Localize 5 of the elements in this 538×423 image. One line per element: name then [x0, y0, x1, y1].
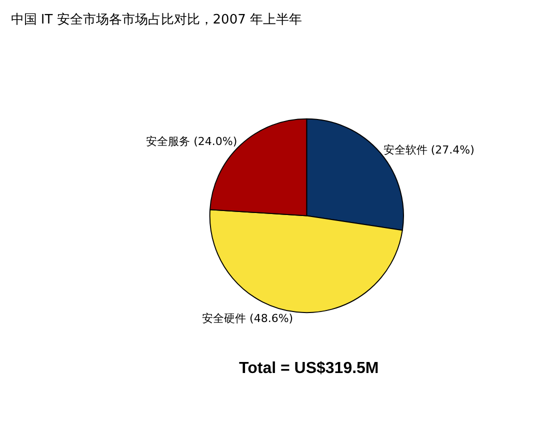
slice-label: 安全软件 (27.4%)	[383, 143, 474, 156]
slice-label: 安全硬件 (48.6%)	[202, 312, 294, 325]
text: Total = US$319.5M	[239, 360, 379, 377]
slice-label: 安全服务 (24.0%)	[146, 135, 238, 148]
chart-title: 中国 IT 安全市场各市场占比对比，2007 年上半年	[10, 12, 302, 28]
